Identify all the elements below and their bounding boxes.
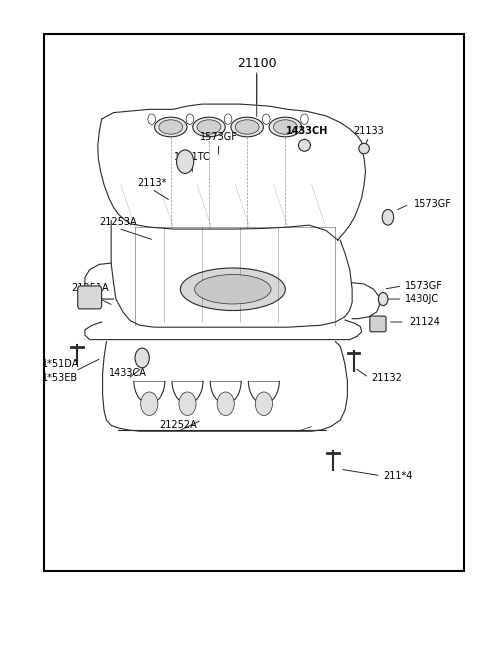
Text: 21133: 21133	[353, 125, 384, 135]
Circle shape	[255, 392, 273, 415]
Ellipse shape	[274, 120, 297, 134]
Text: 1573GF: 1573GF	[414, 199, 452, 209]
Circle shape	[378, 292, 388, 306]
Text: 21124: 21124	[409, 317, 440, 327]
Circle shape	[141, 392, 158, 415]
Text: 21251A: 21251A	[71, 283, 108, 292]
Circle shape	[148, 114, 156, 124]
Ellipse shape	[235, 120, 259, 134]
Text: 1*51DA: 1*51DA	[42, 359, 79, 369]
Circle shape	[217, 392, 234, 415]
Ellipse shape	[155, 117, 187, 137]
Circle shape	[382, 210, 394, 225]
Circle shape	[224, 114, 232, 124]
Text: 211*4: 211*4	[383, 470, 412, 481]
Text: 21252A: 21252A	[159, 420, 197, 430]
Text: 1573GF: 1573GF	[200, 132, 238, 142]
Text: 2113*: 2113*	[137, 178, 167, 188]
Text: 21253A: 21253A	[99, 217, 137, 227]
Text: 21132: 21132	[371, 373, 402, 382]
Circle shape	[186, 114, 194, 124]
Text: 1430JC: 1430JC	[405, 294, 439, 304]
Ellipse shape	[180, 268, 285, 311]
Circle shape	[177, 150, 194, 173]
Text: 1571TC: 1571TC	[174, 152, 211, 162]
Circle shape	[300, 114, 308, 124]
Ellipse shape	[197, 120, 221, 134]
FancyBboxPatch shape	[78, 286, 102, 309]
Ellipse shape	[269, 117, 301, 137]
Text: 21100: 21100	[237, 57, 276, 70]
Ellipse shape	[159, 120, 183, 134]
Circle shape	[263, 114, 270, 124]
Ellipse shape	[359, 143, 369, 154]
Bar	[44, 34, 464, 570]
Ellipse shape	[193, 117, 225, 137]
Ellipse shape	[195, 275, 271, 304]
Text: 1433CA: 1433CA	[109, 367, 147, 378]
Circle shape	[179, 392, 196, 415]
FancyBboxPatch shape	[370, 316, 386, 332]
Circle shape	[135, 348, 149, 368]
Text: 1573GF: 1573GF	[405, 281, 443, 291]
Text: 1433CH: 1433CH	[286, 125, 328, 135]
Ellipse shape	[299, 139, 311, 151]
Text: 1*53EB: 1*53EB	[42, 373, 78, 382]
Ellipse shape	[231, 117, 264, 137]
